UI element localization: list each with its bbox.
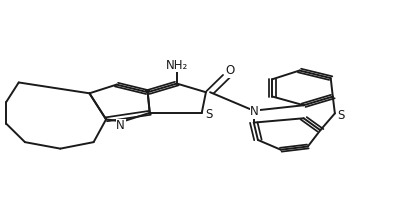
Text: S: S — [206, 108, 213, 121]
Text: N: N — [116, 119, 125, 132]
Text: N: N — [250, 105, 259, 118]
Text: O: O — [225, 64, 235, 77]
Text: S: S — [337, 109, 345, 122]
Text: NH₂: NH₂ — [166, 59, 188, 72]
